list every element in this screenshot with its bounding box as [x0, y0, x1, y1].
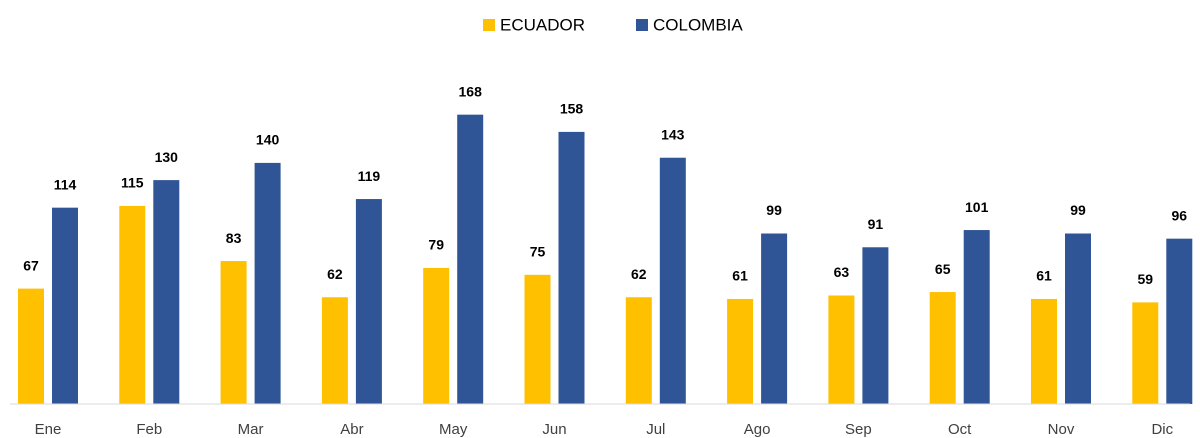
value-label: 143 [661, 126, 685, 142]
bar [153, 180, 180, 404]
value-label: 115 [121, 175, 144, 191]
legend-label: COLOMBIA [653, 15, 743, 34]
bar [1166, 238, 1193, 404]
x-tick-label: Jun [542, 421, 566, 438]
bar [524, 274, 551, 404]
x-tick-label: Ago [744, 421, 771, 438]
value-label: 99 [766, 202, 782, 218]
x-tick-label: Oct [948, 421, 972, 438]
bar [929, 292, 956, 404]
legend-swatch [636, 19, 648, 31]
bar [355, 199, 382, 404]
bar [1031, 298, 1057, 404]
bar [457, 114, 484, 405]
bar [727, 298, 754, 404]
x-tick-label: Dic [1151, 421, 1173, 438]
value-label: 119 [358, 168, 381, 184]
bar [761, 233, 788, 404]
value-label: 114 [54, 176, 77, 192]
value-label: 83 [226, 230, 242, 246]
value-label: 62 [631, 266, 647, 282]
bar [18, 288, 44, 404]
bar [220, 261, 247, 404]
bar [625, 297, 652, 404]
bar [862, 247, 889, 404]
bar [119, 205, 146, 404]
bar [52, 207, 78, 404]
bar [1065, 233, 1091, 404]
value-label: 75 [530, 244, 546, 260]
value-label: 79 [428, 237, 444, 253]
value-label: 130 [155, 149, 179, 165]
value-label: 96 [1172, 207, 1188, 223]
value-label: 91 [868, 216, 884, 232]
value-label: 61 [1036, 268, 1052, 284]
value-label: 61 [732, 268, 748, 284]
value-label: 99 [1070, 202, 1086, 218]
value-label: 140 [256, 132, 280, 148]
legend-swatch [483, 19, 495, 31]
x-tick-label: Feb [136, 421, 162, 438]
value-label: 101 [965, 199, 989, 215]
bar [1132, 302, 1159, 404]
value-label: 168 [459, 83, 483, 99]
value-label: 65 [935, 261, 951, 277]
x-tick-label: May [439, 421, 468, 438]
bar [659, 157, 686, 404]
x-tick-label: Jul [646, 421, 665, 438]
bar [963, 230, 990, 404]
bar [423, 267, 450, 404]
bar [558, 131, 585, 404]
bar [321, 297, 348, 404]
value-label: 67 [23, 257, 39, 273]
x-tick-label: Mar [238, 421, 264, 438]
value-label: 62 [327, 266, 343, 282]
x-tick-label: Ene [35, 421, 62, 438]
legend-label: ECUADOR [500, 15, 585, 34]
value-label: 59 [1138, 271, 1154, 287]
bar [828, 295, 855, 404]
x-tick-label: Sep [845, 421, 872, 438]
value-label: 63 [834, 264, 850, 280]
bar [254, 162, 281, 404]
x-tick-label: Abr [340, 421, 363, 438]
x-tick-label: Nov [1048, 421, 1075, 438]
value-label: 158 [560, 101, 584, 117]
